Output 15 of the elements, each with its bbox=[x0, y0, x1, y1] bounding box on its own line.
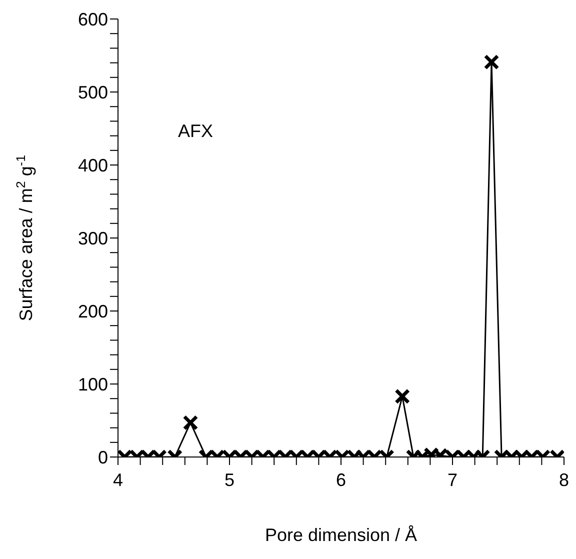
y-tick-label: 100 bbox=[78, 374, 108, 394]
y-tick-label: 400 bbox=[78, 155, 108, 176]
point bbox=[484, 54, 500, 70]
x-tick-label: 4 bbox=[112, 470, 124, 490]
y-tick-label: 0 bbox=[98, 447, 108, 468]
x-tick-label: 5 bbox=[224, 470, 235, 490]
x-tick-label: 6 bbox=[336, 470, 346, 490]
y-tick-label: 300 bbox=[78, 228, 108, 248]
annotation: AFX bbox=[178, 121, 214, 142]
y-tick-label: 600 bbox=[78, 9, 108, 30]
x-axis-title: Pore dimension / Å bbox=[264, 525, 418, 545]
y-tick-label: 500 bbox=[78, 82, 108, 102]
x-tick-label: 7 bbox=[447, 470, 458, 490]
y-tick-label: 200 bbox=[78, 301, 108, 322]
x-tick-label: 8 bbox=[558, 470, 570, 490]
